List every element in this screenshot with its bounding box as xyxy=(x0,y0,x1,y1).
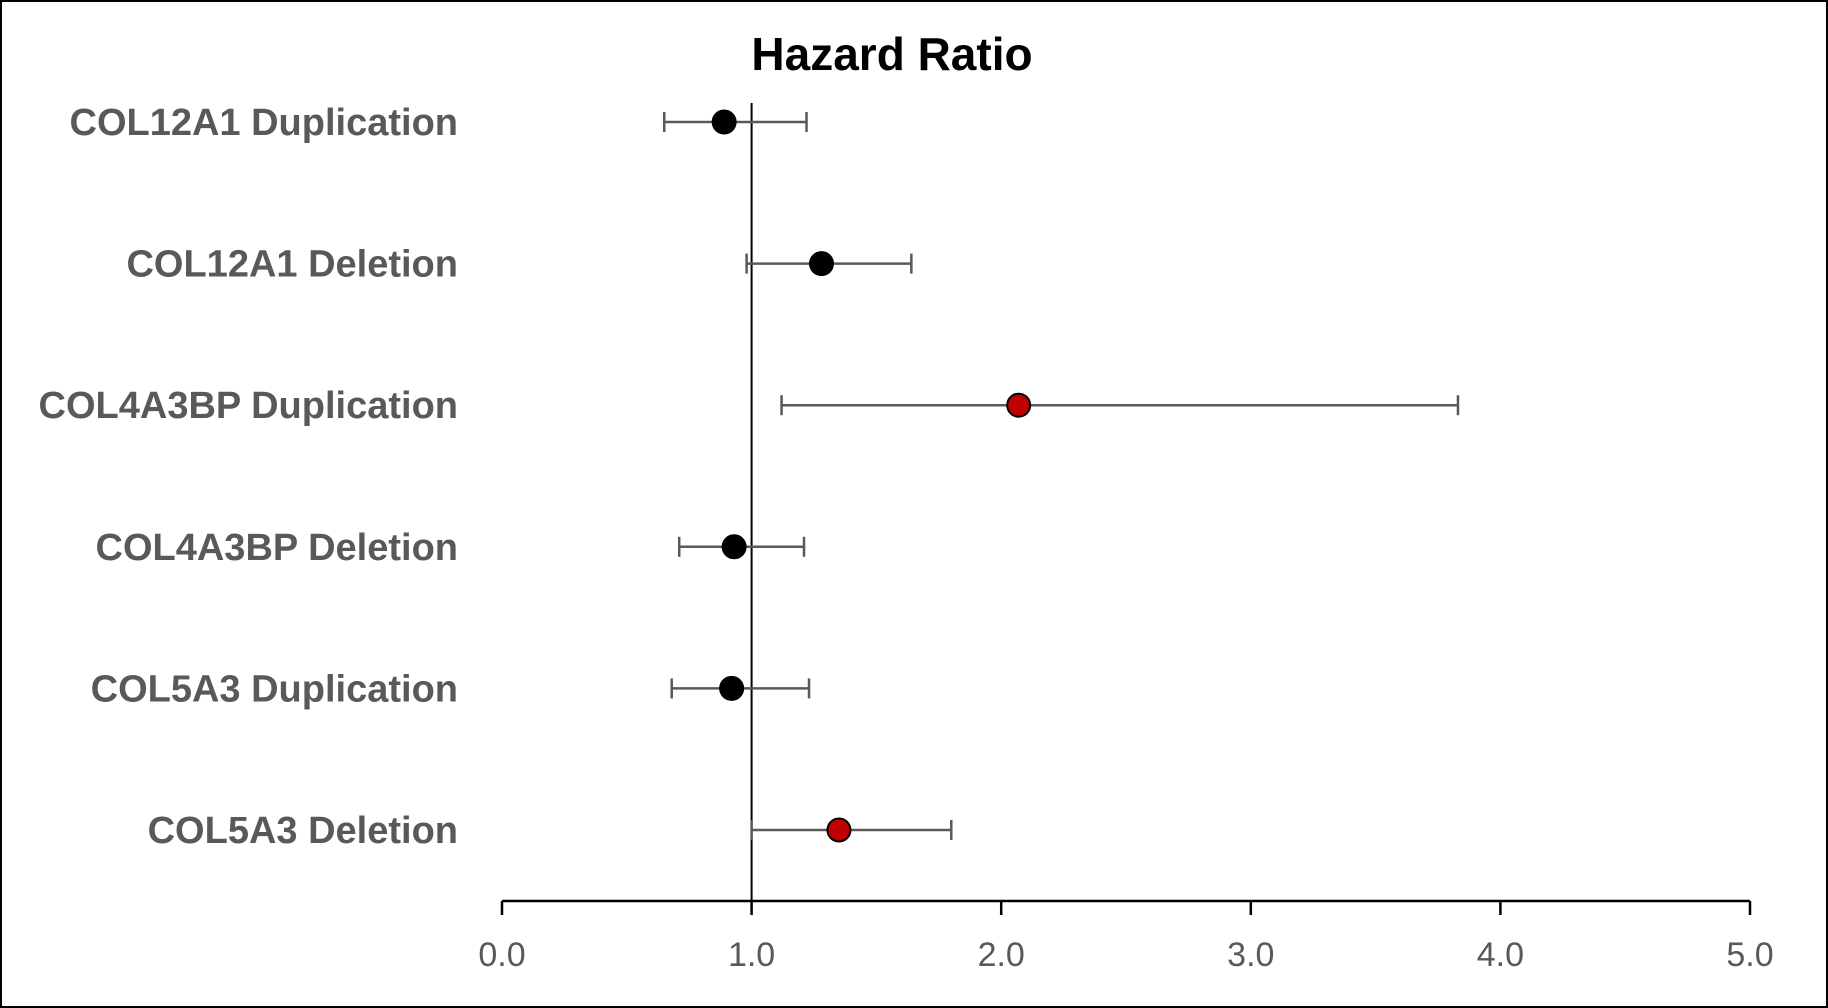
x-tick-label: 1.0 xyxy=(728,936,775,974)
x-tick-label: 3.0 xyxy=(1227,936,1274,974)
hazard-ratio-point xyxy=(711,109,737,135)
error-bars xyxy=(662,112,1460,840)
x-tick-label: 2.0 xyxy=(978,936,1025,974)
category-label: COL4A3BP Deletion xyxy=(96,527,458,569)
hazard-ratio-point xyxy=(808,251,834,277)
category-label: COL12A1 Duplication xyxy=(70,102,459,144)
x-tick-label: 4.0 xyxy=(1477,936,1524,974)
hazard-ratio-point xyxy=(719,675,745,701)
category-label: COL12A1 Deletion xyxy=(126,244,458,286)
x-tick-label: 0.0 xyxy=(478,936,525,974)
category-label: COL4A3BP Duplication xyxy=(39,385,458,427)
chart-title: Hazard Ratio xyxy=(751,28,1032,80)
hazard-ratio-point xyxy=(721,534,747,560)
x-tick-label: 5.0 xyxy=(1726,936,1773,974)
hazard-ratio-point xyxy=(826,817,852,843)
category-label: COL5A3 Deletion xyxy=(148,810,458,852)
category-labels: COL12A1 Duplication COL12A1 Deletion COL4A… xyxy=(39,102,458,852)
data-points xyxy=(711,109,1032,843)
hazard-ratio-point xyxy=(1006,392,1032,418)
category-label: COL5A3 Duplication xyxy=(91,668,458,710)
x-axis: 0.0 1.0 2.0 3.0 4.0 5.0 xyxy=(478,899,1774,974)
